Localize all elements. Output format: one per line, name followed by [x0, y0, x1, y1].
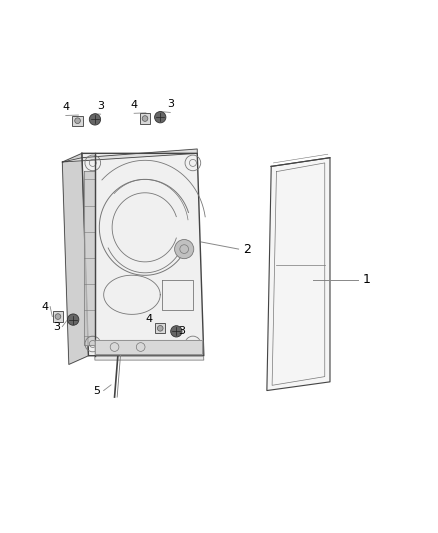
Polygon shape — [267, 158, 330, 391]
Circle shape — [155, 111, 166, 123]
Circle shape — [89, 114, 101, 125]
Polygon shape — [84, 171, 95, 345]
Polygon shape — [62, 149, 197, 162]
Polygon shape — [62, 154, 88, 365]
Text: 2: 2 — [244, 243, 251, 256]
Circle shape — [75, 118, 81, 124]
FancyBboxPatch shape — [140, 114, 150, 124]
Text: 4: 4 — [41, 302, 49, 312]
Circle shape — [171, 326, 182, 337]
FancyBboxPatch shape — [53, 311, 63, 321]
FancyBboxPatch shape — [155, 323, 165, 334]
Circle shape — [67, 314, 79, 325]
Circle shape — [142, 116, 148, 122]
Text: 4: 4 — [62, 102, 69, 112]
Text: 4: 4 — [146, 314, 153, 324]
Circle shape — [175, 239, 194, 259]
Text: 4: 4 — [131, 100, 138, 110]
Text: 3: 3 — [53, 321, 60, 332]
Text: 3: 3 — [167, 99, 174, 109]
Polygon shape — [95, 341, 201, 353]
FancyBboxPatch shape — [72, 116, 83, 126]
Text: 1: 1 — [363, 273, 371, 286]
Text: 3: 3 — [179, 326, 186, 336]
Polygon shape — [82, 154, 204, 356]
Polygon shape — [86, 156, 204, 360]
Circle shape — [55, 314, 61, 319]
Circle shape — [157, 326, 163, 331]
Text: 3: 3 — [97, 101, 104, 111]
Text: 5: 5 — [94, 385, 101, 395]
